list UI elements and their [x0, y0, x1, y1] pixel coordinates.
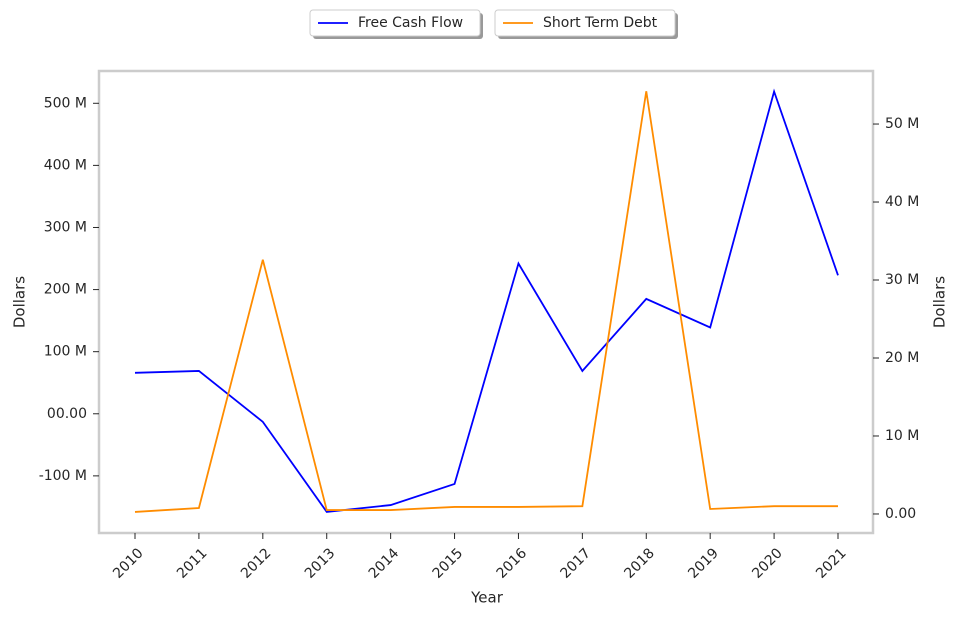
- y-axis-label: Dollars: [11, 276, 29, 328]
- legend-label: Short Term Debt: [543, 15, 658, 31]
- y-tick-label: 200 M: [44, 282, 87, 298]
- x-tick-label: 2016: [494, 545, 531, 582]
- y-tick-label: -100 M: [39, 468, 87, 484]
- plot-frame: [97, 69, 875, 535]
- legend-box: [309, 9, 481, 37]
- x-tick-label: 2013: [302, 545, 339, 582]
- y-tick-label: 100 M: [44, 344, 87, 360]
- legend-item: Short Term Debt: [494, 9, 678, 39]
- x-tick-label: 2018: [621, 545, 658, 582]
- x-tick-label: 2010: [110, 545, 147, 582]
- y2-axis-label: Dollars: [931, 276, 949, 328]
- x-tick-label: 2014: [366, 545, 403, 582]
- y-tick-label: 00.00: [47, 406, 87, 422]
- series-line: [134, 88, 839, 513]
- y-tick-label: 500 M: [44, 95, 87, 111]
- y2-tick-label: 10 M: [885, 428, 919, 444]
- y2-tick-label: 50 M: [885, 116, 919, 132]
- x-tick-label: 2012: [238, 545, 275, 582]
- y2-tick-label: 40 M: [885, 194, 919, 210]
- legend-label: Free Cash Flow: [358, 15, 463, 31]
- x-tick-label: 2019: [685, 545, 722, 582]
- x-tick-label: 2021: [813, 545, 850, 582]
- y2-tick-label: 20 M: [885, 350, 919, 366]
- series-line: [134, 91, 838, 513]
- x-tick-label: 2011: [174, 545, 211, 582]
- x-axis-label: Year: [470, 589, 504, 607]
- legend-box: [494, 9, 676, 37]
- y2-tick-label: 30 M: [885, 272, 919, 288]
- y2-tick-label: 0.00: [885, 506, 916, 522]
- x-tick-label: 2017: [558, 545, 595, 582]
- y-tick-label: 400 M: [44, 157, 87, 173]
- legend-item: Free Cash Flow: [309, 9, 483, 39]
- y-tick-label: 300 M: [44, 219, 87, 235]
- x-tick-label: 2020: [749, 545, 786, 582]
- x-tick-label: 2015: [430, 545, 467, 582]
